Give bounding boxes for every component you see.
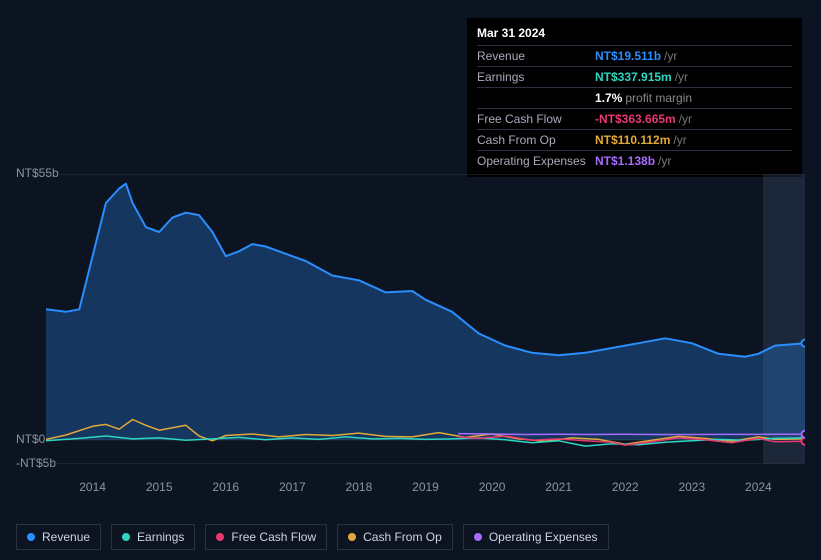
legend-item-earnings[interactable]: Earnings	[111, 524, 195, 550]
tooltip-margin-label: profit margin	[625, 89, 692, 107]
tooltip-row: Cash From OpNT$110.112m /yr	[477, 129, 792, 150]
chart-legend: Revenue Earnings Free Cash Flow Cash From O…	[16, 524, 609, 550]
legend-dot-icon	[27, 533, 35, 541]
x-axis-label: 2021	[545, 480, 572, 494]
legend-dot-icon	[122, 533, 130, 541]
chart-plot[interactable]	[46, 174, 805, 464]
x-axis-label: 2014	[79, 480, 106, 494]
tooltip-row: 1.7% profit margin	[477, 87, 792, 108]
tooltip-label: Revenue	[477, 47, 595, 65]
x-axis-label: 2019	[412, 480, 439, 494]
tooltip-suffix: /yr	[664, 47, 677, 65]
y-axis-label: NT$0	[16, 432, 45, 446]
legend-label: Cash From Op	[363, 530, 442, 544]
tooltip-label: Earnings	[477, 68, 595, 86]
tooltip-label	[477, 89, 595, 107]
legend-label: Operating Expenses	[489, 530, 598, 544]
legend-item-cashop[interactable]: Cash From Op	[337, 524, 453, 550]
x-axis-label: 2024	[745, 480, 772, 494]
x-axis-label: 2020	[479, 480, 506, 494]
tooltip-value: NT$19.511b	[595, 47, 661, 65]
x-axis-label: 2016	[212, 480, 239, 494]
legend-dot-icon	[474, 533, 482, 541]
legend-label: Free Cash Flow	[231, 530, 316, 544]
legend-dot-icon	[216, 533, 224, 541]
x-axis-label: 2015	[146, 480, 173, 494]
tooltip-label: Cash From Op	[477, 131, 595, 149]
legend-label: Revenue	[42, 530, 90, 544]
legend-item-revenue[interactable]: Revenue	[16, 524, 101, 550]
tooltip-row: RevenueNT$19.511b /yr	[477, 45, 792, 66]
legend-label: Earnings	[137, 530, 184, 544]
tooltip-value: NT$110.112m	[595, 131, 670, 149]
tooltip-row: Free Cash Flow-NT$363.665m /yr	[477, 108, 792, 129]
tooltip-margin-value: 1.7%	[595, 89, 622, 107]
x-axis-label: 2017	[279, 480, 306, 494]
tooltip-value: NT$337.915m	[595, 68, 672, 86]
legend-item-fcf[interactable]: Free Cash Flow	[205, 524, 327, 550]
x-axis-label: 2022	[612, 480, 639, 494]
tooltip-suffix: /yr	[679, 110, 692, 128]
legend-dot-icon	[348, 533, 356, 541]
tooltip-value: -NT$363.665m	[595, 110, 676, 128]
tooltip-suffix: /yr	[673, 131, 686, 149]
legend-item-opex[interactable]: Operating Expenses	[463, 524, 609, 550]
tooltip-suffix: /yr	[675, 68, 688, 86]
x-axis-label: 2018	[346, 480, 373, 494]
financials-chart[interactable]: NT$55bNT$0-NT$5b 20142015201620172018201…	[16, 160, 805, 480]
tooltip-label: Free Cash Flow	[477, 110, 595, 128]
tooltip-date: Mar 31 2024	[477, 24, 792, 45]
tooltip-row: EarningsNT$337.915m /yr	[477, 66, 792, 87]
x-axis-label: 2023	[678, 480, 705, 494]
chart-tooltip: Mar 31 2024 RevenueNT$19.511b /yrEarning…	[467, 18, 802, 177]
